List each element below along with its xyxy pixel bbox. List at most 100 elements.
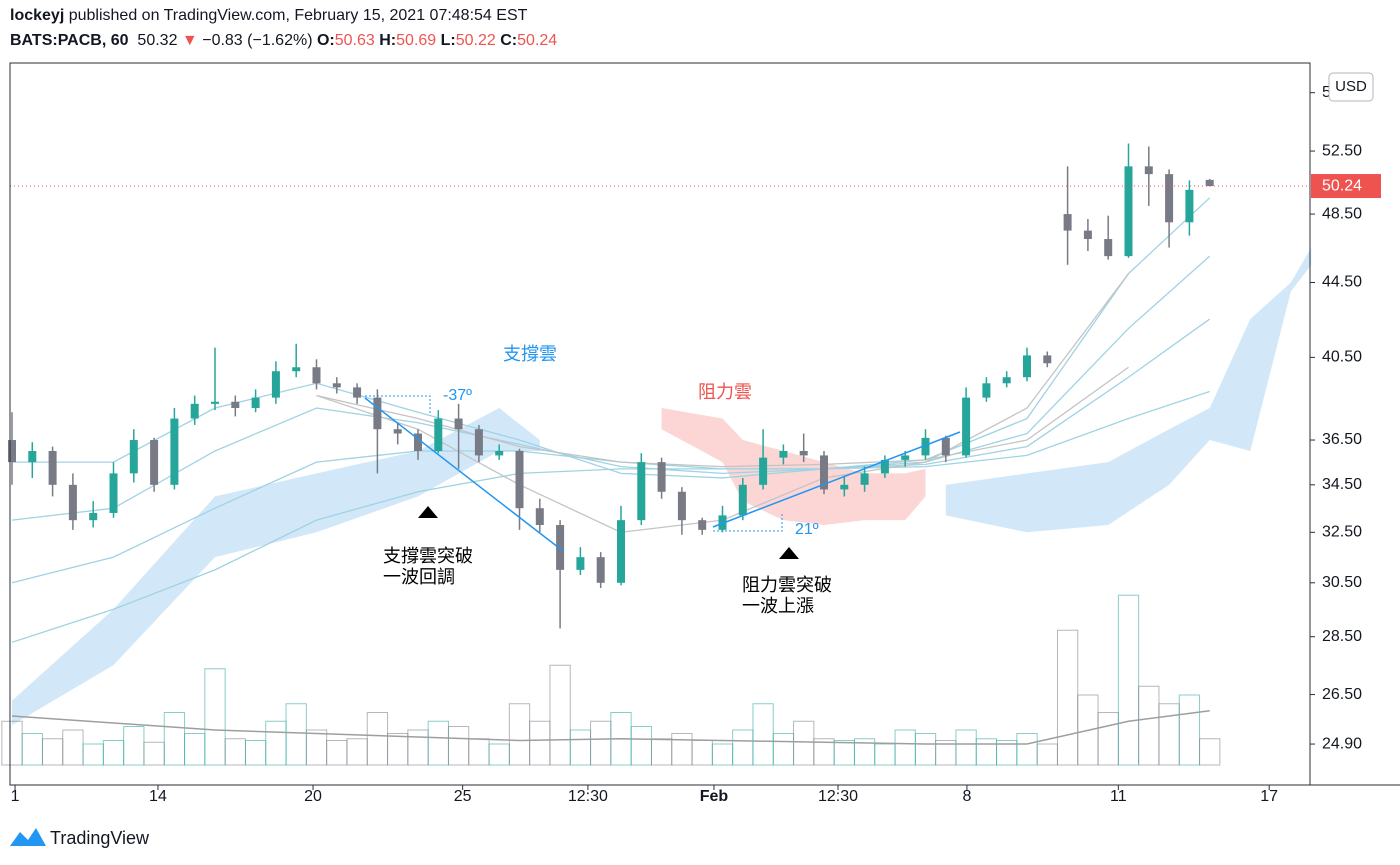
volume-bar [265,720,287,766]
volume-bar [1178,694,1201,766]
volume-bar [184,733,206,766]
marker-triangle [418,506,438,518]
candle-body [89,512,98,521]
volume-bar [650,738,673,766]
trend-line [364,397,564,552]
candle-body [1104,239,1113,257]
ribbon-line [11,255,1211,521]
brand: TradingView [50,828,150,848]
angle-label: -37º [443,387,472,404]
last-price-box [1311,174,1381,199]
volume-bar [1117,594,1140,766]
volume-bar [894,729,916,766]
candle-body [454,418,463,430]
candle-body [1083,230,1092,240]
volume-bar [407,729,429,766]
candle-body [373,397,382,430]
candle-body [231,401,240,409]
candle-body [1144,166,1153,175]
candle-body [353,387,362,398]
ribbon-line [12,197,1211,479]
y-tick-label: 52.50 [1322,142,1362,159]
candle-body [1023,355,1031,378]
x-tick-label: 12:30 [568,788,608,805]
volume-bar [1,720,23,766]
candle-body [759,457,768,485]
candle-body [393,429,402,434]
published: published on TradingView.com, February 1… [68,7,528,24]
y-tick-label: 24.90 [1322,735,1362,752]
candle-body [332,383,341,388]
volume-bar [671,733,693,766]
volume-bar [82,743,104,766]
candle-body [129,440,138,474]
y-tick-label: 32.50 [1322,524,1362,541]
trend-line [712,431,961,528]
volume-bar [732,729,754,766]
volume-bar [62,729,84,766]
o-label: O: [316,32,335,49]
volume-bar [346,738,368,766]
candle-body [799,450,808,456]
brand-logo: TradingView [10,828,150,848]
volume-bar [1056,629,1079,766]
currency[interactable]: USD [1335,78,1367,95]
candle-body [576,557,585,570]
candle-body [880,459,889,474]
candle-body [170,418,179,485]
axis-layer: 56.5052.5048.5044.5040.5036.5034.5032.50… [11,84,1381,805]
symbol-line: BATS:PACB, 60 50.32 ▼ −0.83 (−1.62%) O:5… [10,32,557,50]
volume-bar [711,743,734,766]
currency-button[interactable] [1328,72,1374,102]
candle-body [251,397,260,409]
candle-body [48,450,57,485]
volume-bar [163,712,186,766]
x-tick-label: 14 [149,788,167,805]
candle-body [617,520,625,583]
volume-bar [387,733,409,766]
cloud [12,408,540,726]
marker-triangle [779,547,799,559]
volume-bar [123,726,145,766]
y-tick-label: 30.50 [1322,574,1362,591]
y-tick-label: 28.50 [1322,628,1362,645]
volume-bar [1158,703,1180,766]
candle-body [1043,355,1052,364]
l-label: L: [440,32,456,49]
candle-body [596,557,605,583]
candle-body [860,473,869,485]
candle-body [515,450,524,509]
volume-bar [326,740,348,766]
x-tick-label: 8 [962,788,971,805]
annotation: 一波上漲 [742,596,814,616]
volume-bar [1016,733,1038,766]
candle-body [779,450,788,458]
candle-body [1165,174,1174,223]
y-tick-label: 40.50 [1322,349,1362,366]
volume-bar [41,738,64,766]
candle-body [292,367,301,372]
candle-body [414,433,422,451]
x-tick-label: 25 [454,788,472,805]
volume-bar [143,741,165,766]
y-tick-label: 26.50 [1322,686,1362,703]
candle-body [190,403,199,419]
x-tick-label: 17 [1260,788,1278,805]
ribbon-line [316,366,1129,468]
c-value: 50.24 [517,32,558,49]
volume-bar [204,668,226,766]
volume-bar [833,740,855,766]
publish-line: lockeyj published on TradingView.com, Fe… [10,7,527,25]
x-tick-label: 12:30 [818,788,858,805]
logo-icon [10,828,46,846]
candle-body [1185,189,1194,223]
h-label: H: [379,32,397,49]
volume-bar [1097,712,1119,766]
volume-ma [11,710,1210,745]
volume-bar [590,720,612,766]
volume-bar [447,726,470,766]
candle-body [68,484,77,521]
front-layer: 支撐雲 阻力雲 -37º 21º 支撐雲突破 一波回調 阻力雲突破 一波上漲 [364,344,961,616]
